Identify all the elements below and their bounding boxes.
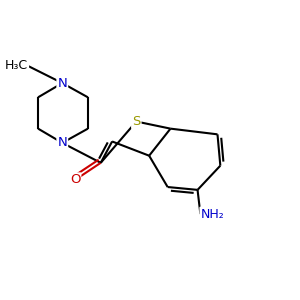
Text: O: O	[70, 173, 80, 186]
Text: N: N	[57, 136, 67, 149]
Text: H₃C: H₃C	[5, 59, 28, 73]
Text: S: S	[132, 115, 140, 128]
Text: NH₂: NH₂	[200, 208, 224, 220]
Text: N: N	[57, 76, 67, 90]
